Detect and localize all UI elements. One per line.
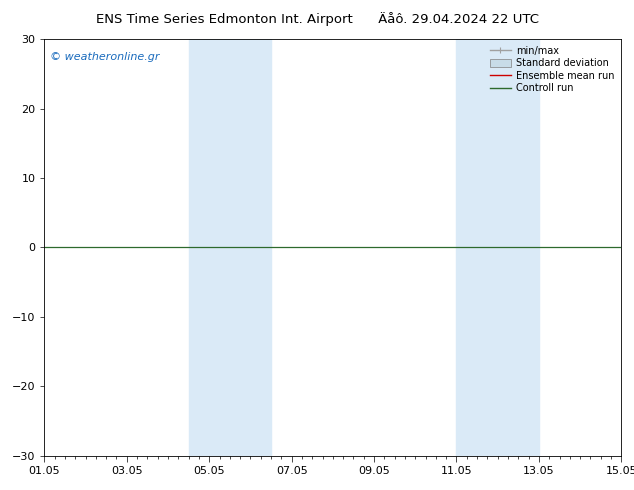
Bar: [189, 39, 271, 456]
Text: © weatheronline.gr: © weatheronline.gr: [50, 51, 160, 62]
Bar: [456, 39, 539, 456]
Legend: min/max, Standard deviation, Ensemble mean run, Controll run: min/max, Standard deviation, Ensemble me…: [488, 44, 616, 95]
Text: ENS Time Series Edmonton Int. Airport      Äåô. 29.04.2024 22 UTC: ENS Time Series Edmonton Int. Airport Äå…: [96, 12, 538, 26]
